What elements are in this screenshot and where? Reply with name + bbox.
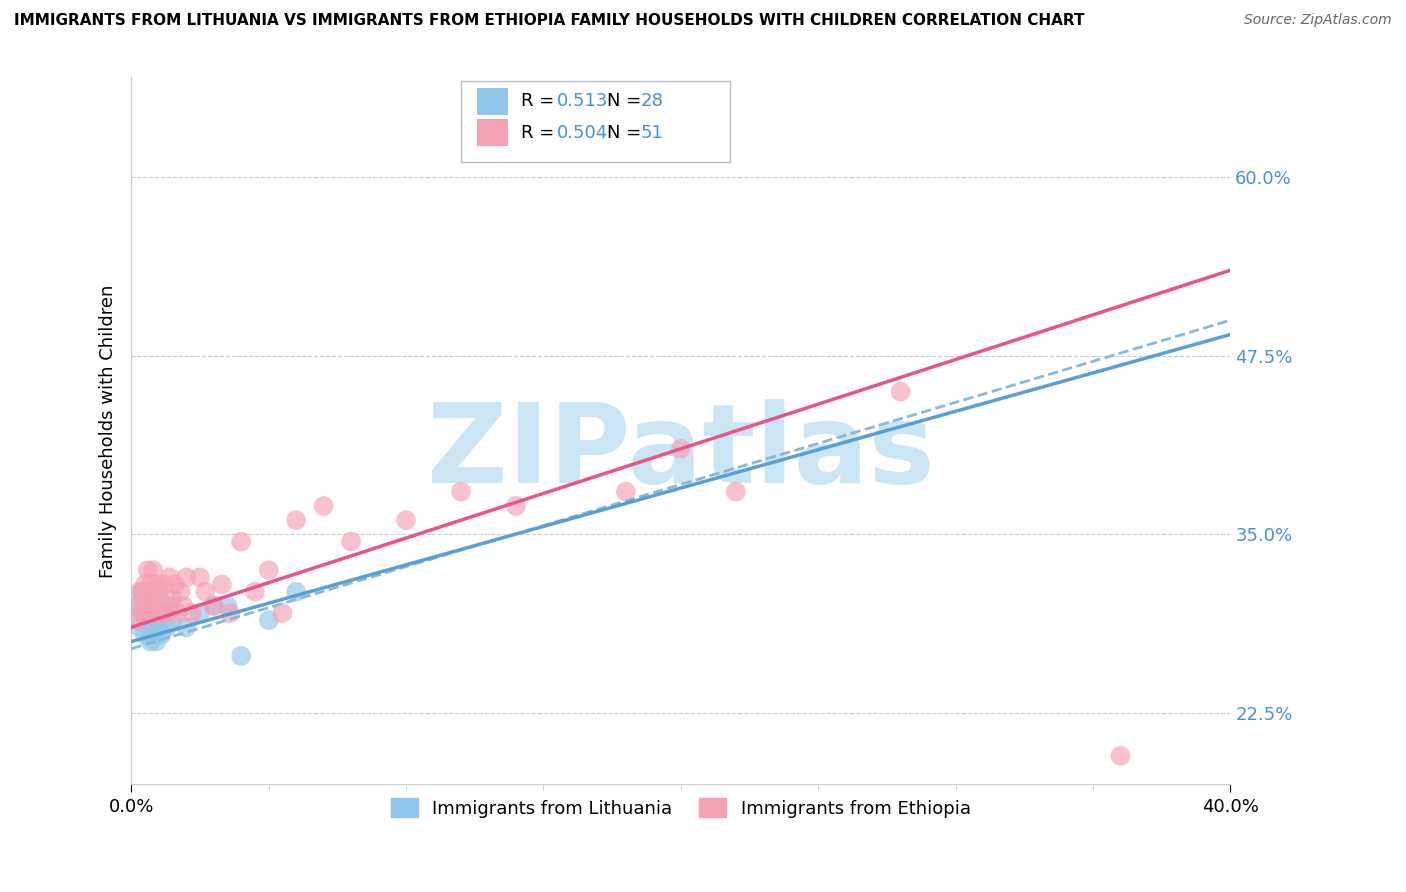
Point (125, 599, 148, 613)
Point (156, 620, 179, 634)
Point (340, 534, 363, 549)
Point (257, 563, 280, 577)
Point (188, 570, 211, 584)
Point (136, 584, 159, 599)
Point (148, 584, 170, 599)
Point (153, 577, 176, 591)
Point (139, 577, 162, 591)
Point (136, 606, 159, 620)
Point (150, 627, 173, 641)
Text: IMMIGRANTS FROM LITHUANIA VS IMMIGRANTS FROM ETHIOPIA FAMILY HOUSEHOLDS WITH CHI: IMMIGRANTS FROM LITHUANIA VS IMMIGRANTS … (14, 13, 1084, 29)
Point (145, 634, 167, 648)
Point (217, 599, 239, 613)
Point (156, 599, 179, 613)
Point (153, 606, 176, 620)
Point (243, 584, 266, 599)
Point (1109, 748, 1132, 763)
Point (148, 620, 170, 634)
Point (131, 606, 153, 620)
Point (142, 563, 165, 577)
Point (285, 584, 308, 599)
FancyBboxPatch shape (478, 120, 508, 146)
Text: R =: R = (522, 93, 561, 111)
Point (136, 563, 159, 577)
Point (395, 513, 418, 527)
Point (172, 599, 194, 613)
Point (139, 599, 162, 613)
Text: N =: N = (607, 93, 647, 111)
Point (134, 599, 156, 613)
Point (128, 620, 150, 634)
Point (188, 606, 211, 620)
Point (131, 584, 153, 599)
Point (131, 606, 153, 620)
Point (136, 613, 159, 627)
Point (162, 591, 184, 606)
Point (142, 584, 165, 599)
Point (174, 620, 197, 634)
Text: R =: R = (522, 124, 561, 142)
Point (271, 606, 294, 620)
Point (139, 634, 162, 648)
Point (257, 613, 280, 627)
Text: Source: ZipAtlas.com: Source: ZipAtlas.com (1244, 13, 1392, 28)
Point (128, 584, 150, 599)
Point (312, 499, 335, 513)
Point (170, 584, 193, 599)
Point (156, 606, 179, 620)
Point (724, 484, 747, 499)
Point (142, 627, 165, 641)
Point (148, 606, 170, 620)
Point (136, 591, 159, 606)
Point (669, 442, 692, 456)
Point (231, 534, 253, 549)
Point (165, 577, 187, 591)
Point (134, 577, 156, 591)
Point (202, 599, 225, 613)
Point (614, 484, 637, 499)
FancyBboxPatch shape (461, 81, 730, 162)
Text: 51: 51 (640, 124, 664, 142)
Point (231, 648, 253, 663)
Point (131, 584, 153, 599)
Point (145, 577, 167, 591)
Point (211, 577, 233, 591)
Text: ZIPatlas: ZIPatlas (427, 399, 935, 506)
Point (145, 599, 167, 613)
Point (142, 606, 165, 620)
Text: N =: N = (607, 124, 647, 142)
Text: 0.513: 0.513 (557, 93, 607, 111)
Point (194, 584, 217, 599)
Point (505, 499, 527, 513)
Text: 0.504: 0.504 (557, 124, 607, 142)
Point (139, 599, 162, 613)
Text: 28: 28 (640, 93, 664, 111)
Point (150, 606, 173, 620)
Point (167, 606, 190, 620)
Point (162, 613, 184, 627)
Point (134, 606, 156, 620)
Y-axis label: Family Households with Children: Family Households with Children (100, 285, 117, 578)
Point (142, 606, 165, 620)
Point (159, 570, 181, 584)
Point (285, 513, 308, 527)
Point (125, 613, 148, 627)
Point (128, 599, 150, 613)
Point (180, 606, 202, 620)
Point (450, 484, 472, 499)
Point (159, 599, 181, 613)
Point (148, 584, 170, 599)
Point (219, 606, 242, 620)
Point (134, 627, 156, 641)
Point (145, 613, 167, 627)
Point (174, 570, 197, 584)
Point (202, 599, 225, 613)
FancyBboxPatch shape (478, 88, 508, 115)
Legend: Immigrants from Lithuania, Immigrants from Ethiopia: Immigrants from Lithuania, Immigrants fr… (384, 791, 979, 825)
Point (890, 384, 912, 399)
